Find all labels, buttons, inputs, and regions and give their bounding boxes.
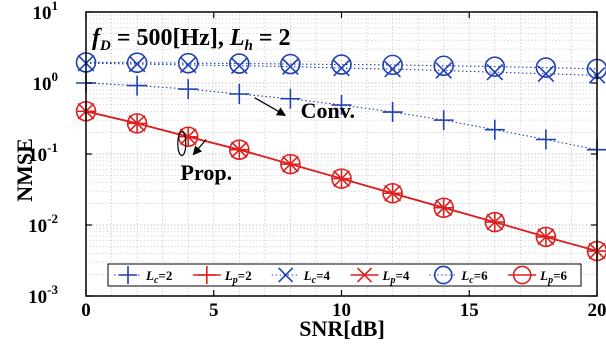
legend-box	[107, 263, 582, 287]
data-point-lc-2	[178, 79, 199, 100]
data-point-lp-6	[229, 139, 250, 160]
legend-label: Lp=6	[539, 268, 567, 286]
legend-item: Lp=2	[192, 266, 252, 286]
x-axis-label: SNR[dB]	[299, 316, 385, 341]
legend-marker	[197, 266, 216, 284]
y-tick-label: 10-3	[28, 282, 58, 308]
annotation-middle: = 500[Hz],	[111, 25, 230, 51]
y-tick-label: 10-1	[28, 140, 58, 166]
legend-item: Lp=4	[350, 267, 410, 286]
legend-item: Lc=6	[429, 265, 488, 286]
series-line-lc-6	[85, 61, 598, 70]
data-point-lp-4	[486, 213, 504, 231]
x-tick-label: 10	[332, 300, 351, 321]
legend-marker	[278, 267, 294, 283]
data-point-lc-6	[382, 54, 403, 76]
series-markers	[75, 52, 606, 262]
legend: Lc=2 Lp=2 Lc=4 Lp=4 Lc=6 Lp=6	[107, 263, 582, 287]
data-point-lp-4	[128, 115, 146, 132]
y-tick-label: 101	[33, 0, 59, 24]
data-point-lc-4	[537, 65, 555, 83]
data-point-lp-6	[484, 211, 506, 233]
legend-item: Lp=6	[508, 265, 568, 286]
curve-annotations: Conv. Prop.	[177, 97, 355, 185]
data-point-lc-4	[486, 63, 504, 81]
annotation-label: Conv.	[301, 98, 355, 123]
data-point-lc-6	[535, 57, 557, 78]
data-point-lp-4	[435, 199, 453, 217]
x-tick-label: 5	[209, 300, 219, 321]
parameter-annotation: fD = 500[Hz], Lh = 2	[92, 25, 291, 54]
legend-item: Lc=4	[271, 267, 331, 286]
legend-label: Lc=2	[145, 268, 172, 286]
data-point-lc-6	[126, 52, 148, 74]
data-point-lp-4	[384, 184, 401, 202]
data-point-lc-6	[280, 53, 301, 75]
data-point-lc-4	[179, 56, 197, 74]
data-point-lp-6	[382, 182, 403, 204]
data-point-lp-6	[535, 226, 557, 248]
data-point-lc-4	[128, 55, 146, 73]
data-point-lp-6	[331, 168, 352, 189]
data-point-lc-2	[535, 129, 556, 150]
data-point-lc-2	[382, 102, 403, 123]
data-point-lc-6	[177, 52, 199, 74]
legend-label: Lc=6	[460, 268, 488, 286]
data-point-lc-2	[229, 83, 250, 104]
data-point-lp-4	[537, 228, 555, 246]
legend-item: Lc=2	[114, 266, 172, 286]
legend-marker	[119, 266, 137, 284]
y-tick-label: 10-2	[28, 211, 58, 237]
y-axis-label: NMSE	[12, 138, 37, 202]
data-point-lp-4	[230, 141, 248, 159]
annotation-fd-sub: D	[99, 38, 111, 54]
data-point-lc-2	[484, 119, 505, 140]
data-point-lp-6	[433, 197, 455, 219]
data-point-lc-6	[331, 54, 352, 75]
data-point-lp-6	[280, 153, 301, 175]
annotation-fd-base: f	[92, 25, 102, 51]
annotation-label: Prop.	[181, 160, 233, 185]
data-point-lc-6	[229, 53, 250, 74]
data-point-lc-2	[127, 75, 148, 96]
data-point-lp-4	[282, 155, 299, 173]
annotation-lh-sub: h	[245, 38, 253, 54]
legend-label: Lp=2	[224, 268, 252, 286]
data-point-lc-2	[280, 88, 301, 109]
data-point-lc-2	[433, 110, 454, 131]
data-point-lc-4	[435, 62, 453, 79]
data-point-lp-6	[126, 113, 148, 134]
axis-ticks: 0 5 10 15 20 101 100 10-1 10-2 10-3	[28, 0, 606, 321]
annotation-arrow	[192, 139, 207, 156]
data-point-lc-4	[384, 60, 401, 78]
data-point-lp-4	[333, 170, 350, 187]
legend-marker	[512, 265, 532, 285]
legend-marker	[356, 267, 373, 283]
legend-marker	[433, 265, 453, 285]
annotation-arrow	[254, 97, 287, 116]
x-tick-label: 20	[588, 300, 606, 321]
data-point-lc-2	[331, 94, 352, 115]
series-line-lc-4	[85, 62, 598, 76]
annotation-end: = 2	[253, 25, 291, 51]
data-point-lc-6	[484, 56, 506, 77]
annotation-ellipse	[177, 131, 187, 157]
legend-label: Lc=4	[303, 268, 331, 286]
x-tick-label: 0	[81, 300, 91, 321]
y-tick-label: 100	[33, 69, 59, 95]
annotation-lh-base: L	[229, 25, 245, 51]
legend-label: Lp=4	[382, 268, 410, 286]
data-point-lc-6	[433, 55, 455, 77]
x-tick-label: 15	[460, 300, 479, 321]
